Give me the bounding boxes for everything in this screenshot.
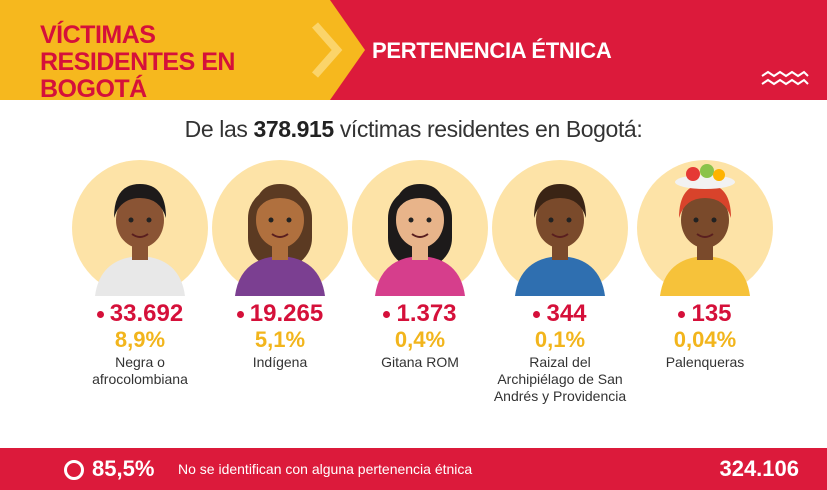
- bullet: [533, 310, 541, 318]
- group: 344 0,1% Raizal del Archipiélago de San An…: [485, 300, 635, 405]
- eye: [408, 217, 414, 223]
- eye: [426, 217, 432, 223]
- group-label: Raizal del Archipiélago de San Andrés y …: [493, 354, 627, 404]
- wave-icon: [761, 70, 809, 86]
- eye: [286, 217, 292, 223]
- body: [95, 256, 185, 296]
- footer: 85,5% No se identifican con alguna perte…: [0, 448, 827, 490]
- group-label: Indígena: [252, 354, 308, 370]
- mouth: [411, 233, 429, 238]
- header-subtitle: PERTENENCIA ÉTNICA: [372, 38, 612, 63]
- body: [235, 256, 325, 296]
- face: [681, 192, 729, 248]
- face: [116, 192, 164, 248]
- mouth: [131, 233, 149, 238]
- ring-icon: [64, 460, 84, 480]
- intro-suffix: víctimas residentes en Bogotá:: [339, 116, 643, 142]
- face: [396, 192, 444, 248]
- hair: [114, 184, 166, 218]
- footer-count: 324.106: [719, 456, 799, 481]
- group-percent: 0,04%: [673, 327, 737, 352]
- group: 33.692 8,9% Negra o afrocolombiana: [65, 300, 215, 388]
- bullet: [96, 310, 104, 318]
- group-percent: 5,1%: [254, 327, 306, 352]
- group-count-row: 33.692: [65, 300, 215, 328]
- mouth: [696, 233, 714, 238]
- bullet: [236, 310, 244, 318]
- eye: [711, 217, 717, 223]
- bullet: [678, 310, 686, 318]
- fruit: [713, 169, 725, 181]
- group-count: 344: [546, 300, 587, 327]
- group-count: 135: [691, 300, 732, 327]
- group-count: 1.373: [396, 300, 457, 327]
- portrait: [492, 160, 628, 296]
- group-count-row: 135: [630, 300, 780, 328]
- fruit: [700, 164, 714, 178]
- group-label: Gitana ROM: [381, 354, 459, 370]
- hair: [679, 184, 731, 218]
- eye: [548, 217, 554, 223]
- group-count-row: 19.265: [205, 300, 355, 328]
- group-label: Negra o afrocolombiana: [92, 354, 188, 387]
- group-count: 19.265: [249, 300, 324, 327]
- eye: [693, 217, 699, 223]
- mouth: [271, 233, 289, 238]
- group-label: Palenqueras: [665, 354, 745, 370]
- header-left: [0, 0, 330, 100]
- chevron: [295, 0, 365, 100]
- portrait: [352, 160, 488, 296]
- footer-text: No se identifican con alguna pertenencia…: [178, 461, 473, 477]
- group: 19.265 5,1% Indígena: [205, 300, 355, 371]
- fruit: [686, 167, 700, 181]
- body: [515, 256, 605, 296]
- face: [256, 192, 304, 248]
- intro-total: 378.915: [253, 116, 334, 142]
- group: 135 0,04% Palenqueras: [630, 300, 780, 371]
- body: [660, 256, 750, 296]
- eye: [128, 217, 134, 223]
- face: [536, 192, 584, 248]
- group: 1.373 0,4% Gitana ROM: [345, 300, 495, 371]
- header-title: VÍCTIMAS RESIDENTES EN BOGOTÁ: [40, 21, 235, 103]
- footer-percent: 85,5%: [92, 456, 155, 481]
- eye: [268, 217, 274, 223]
- mouth: [551, 233, 569, 238]
- portrait: [637, 160, 773, 296]
- intro: De las 378.915 víctimas residentes en Bo…: [0, 116, 827, 143]
- hair: [534, 184, 586, 218]
- group-percent: 0,4%: [394, 327, 446, 352]
- header-right: [330, 0, 827, 100]
- hair: [254, 184, 306, 218]
- eye: [146, 217, 152, 223]
- eye: [566, 217, 572, 223]
- intro-prefix: De las: [184, 116, 248, 142]
- body: [375, 256, 465, 296]
- portrait: [212, 160, 348, 296]
- group-percent: 8,9%: [114, 327, 166, 352]
- portrait: [72, 160, 208, 296]
- group-count-row: 1.373: [345, 300, 495, 328]
- group-count-row: 344: [485, 300, 635, 328]
- group-percent: 0,1%: [534, 327, 586, 352]
- bullet: [383, 310, 391, 318]
- hair: [394, 184, 446, 218]
- group-count: 33.692: [109, 300, 184, 327]
